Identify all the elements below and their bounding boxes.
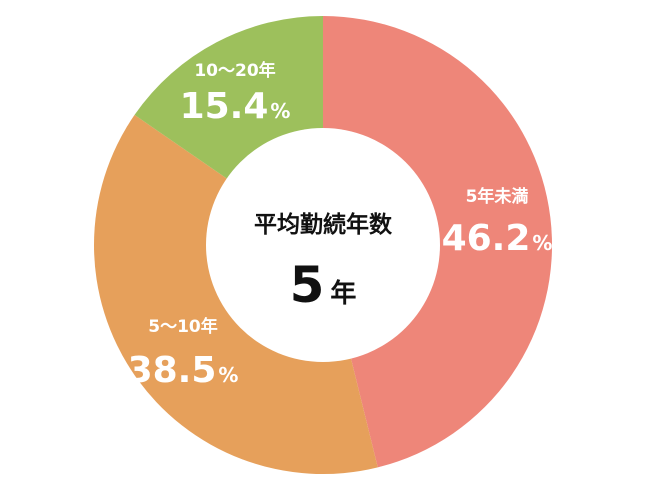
slice-value-2: 38.5% [128, 350, 239, 391]
slice-value-1: 46.2% [442, 218, 553, 259]
center-unit: 年 [330, 278, 356, 309]
slice-label-3: 10～20年 [194, 60, 275, 81]
slice-label-1: 5年未満 [466, 186, 529, 207]
labels-group: 5年未満 46.2 % 5～10年 38.5 % 10～20年 15.4% [128, 60, 553, 391]
slice-value-3: 15.4% [180, 86, 291, 127]
center-value: 5 [290, 256, 325, 314]
slice-label-2: 5～10年 [148, 316, 218, 337]
center-title: 平均勤続年数 [254, 211, 393, 238]
donut-hole [206, 128, 440, 362]
